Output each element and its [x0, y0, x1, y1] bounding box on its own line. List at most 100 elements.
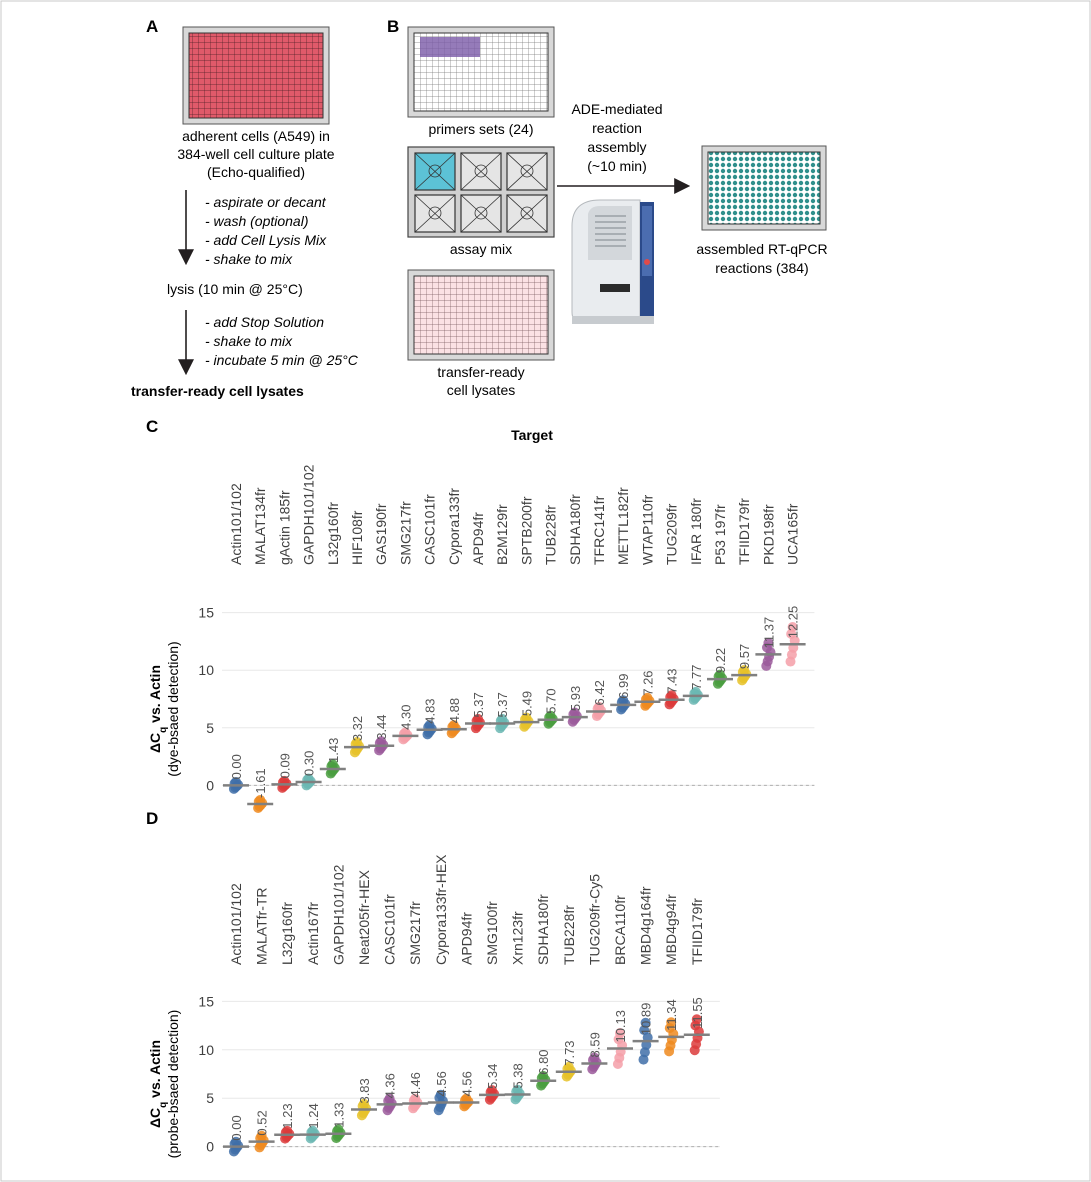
value-label: 4.36	[383, 1073, 398, 1098]
step-shake-2: - shake to mix	[205, 333, 293, 349]
data-point	[410, 1093, 421, 1104]
value-label: 7.77	[689, 665, 704, 690]
value-label: 9.22	[713, 648, 728, 673]
value-label: 5.49	[519, 691, 534, 716]
value-label: 5.37	[495, 692, 510, 717]
panel-a: A adherent cells (A549) in 384-well cell…	[131, 17, 359, 399]
data-point	[384, 1093, 395, 1104]
step-shake-1: - shake to mix	[205, 251, 293, 267]
value-label: 4.83	[423, 698, 438, 723]
data-point	[563, 1061, 574, 1072]
data-point	[435, 1089, 446, 1100]
category-label: GAS190fr	[373, 503, 389, 565]
data-point	[359, 1098, 369, 1109]
data-point	[615, 1028, 625, 1039]
assay-mix-label: assay mix	[450, 241, 512, 257]
final-label: transfer-ready cell lysates	[131, 383, 304, 399]
data-point	[690, 686, 701, 697]
y-tick-label: 10	[198, 1042, 214, 1058]
category-label: P53 197fr	[712, 504, 728, 565]
data-point	[642, 692, 653, 703]
chart-d: 0 5 10 15 ΔCq vs. Actin (probe-bsaed detectio…	[147, 854, 720, 1158]
category-label: CASC101fr	[422, 494, 438, 565]
ade-line-3: assembly	[587, 139, 646, 155]
category-label: Actin101/102	[228, 483, 244, 565]
echo-instrument-image	[571, 199, 654, 324]
y-axis-subtitle: (probe-bsaed detection)	[165, 1010, 181, 1159]
category-label: L32g160fr	[325, 502, 341, 565]
category-label: TUB228fr	[561, 905, 577, 965]
value-label: 1.24	[306, 1103, 321, 1128]
panel-b-letter: B	[387, 17, 399, 36]
panel-a-letter: A	[146, 17, 158, 36]
value-label: -1.61	[253, 768, 268, 798]
assay-mix-plate	[407, 146, 555, 238]
value-label: 3.44	[374, 714, 389, 739]
value-label: 11.34	[664, 999, 679, 1031]
y-axis-title: ΔCq vs. Actin	[147, 1040, 169, 1128]
plate-caption-line-1: adherent cells (A549) in	[182, 128, 330, 144]
category-label: TUB228fr	[543, 505, 559, 565]
data-point	[461, 1093, 472, 1104]
category-label: Actin101/102	[228, 883, 244, 965]
data-point	[256, 1130, 267, 1141]
data-point	[640, 1017, 651, 1028]
data-point	[448, 720, 459, 731]
plate-caption-line-3: (Echo-qualified)	[207, 164, 305, 180]
data-point	[715, 669, 725, 680]
value-label: 3.83	[357, 1078, 372, 1103]
value-label: 1.33	[331, 1102, 346, 1127]
data-point	[424, 720, 435, 731]
step-aspirate: - aspirate or decant	[205, 194, 327, 210]
y-tick-label: 10	[198, 662, 214, 678]
y-axis-subtitle: (dye-bsaed detection)	[165, 641, 181, 776]
value-label: 5.38	[511, 1063, 526, 1088]
data-point	[497, 713, 508, 724]
panel-c-letter: C	[146, 417, 158, 436]
data-point	[487, 1085, 497, 1096]
data-point	[569, 707, 580, 718]
data-point	[333, 1124, 344, 1135]
data-point	[763, 637, 774, 648]
value-label: 7.43	[665, 668, 680, 693]
step-wash: - wash (optional)	[205, 213, 309, 229]
y-tick-label: 0	[206, 777, 214, 793]
value-label: 4.30	[398, 705, 413, 730]
value-label: 6.80	[536, 1049, 551, 1074]
category-label: TUG209fr	[664, 503, 680, 565]
value-label: 5.93	[568, 686, 583, 711]
value-label: 1.43	[326, 738, 341, 763]
chart-c-title: Target	[511, 427, 553, 443]
category-label: SMG217fr	[397, 501, 413, 565]
value-label: 4.56	[459, 1071, 474, 1096]
value-label: 11.37	[761, 617, 776, 649]
data-point	[282, 1125, 293, 1136]
y-tick-label: 5	[206, 1090, 214, 1106]
step-add-stop: - add Stop Solution	[205, 314, 324, 330]
value-label: 12.25	[786, 606, 801, 639]
data-point	[589, 1052, 600, 1063]
category-label: WTAP110fr	[639, 494, 655, 565]
ade-line-2: reaction	[592, 120, 642, 136]
category-label: Cypora133fr-HEX	[433, 854, 449, 965]
category-label: Cypora133fr	[446, 488, 462, 565]
category-label: MALAT134fr	[252, 487, 268, 565]
lysates-label-1: transfer-ready	[437, 364, 524, 380]
primers-label: primers sets (24)	[428, 121, 533, 137]
data-point	[666, 1017, 677, 1028]
value-label: 10.13	[613, 1010, 628, 1043]
data-point	[327, 759, 338, 770]
category-label: L32g160fr	[279, 902, 295, 965]
data-point	[376, 736, 387, 747]
category-label: SMG217fr	[407, 901, 423, 965]
data-point	[473, 713, 483, 724]
category-label: TUG209fr-Cy5	[586, 874, 602, 965]
chart-c: 0 5 10 15 ΔCq vs. Actin (dye-bsaed detection)…	[147, 464, 815, 814]
category-label: MALATfr-TR	[254, 887, 270, 965]
value-label: 6.42	[592, 680, 607, 705]
data-point	[231, 1136, 241, 1147]
value-label: 0.09	[277, 753, 292, 778]
step-add-lysis-mix: - add Cell Lysis Mix	[205, 232, 327, 248]
primer-plate	[407, 26, 555, 118]
